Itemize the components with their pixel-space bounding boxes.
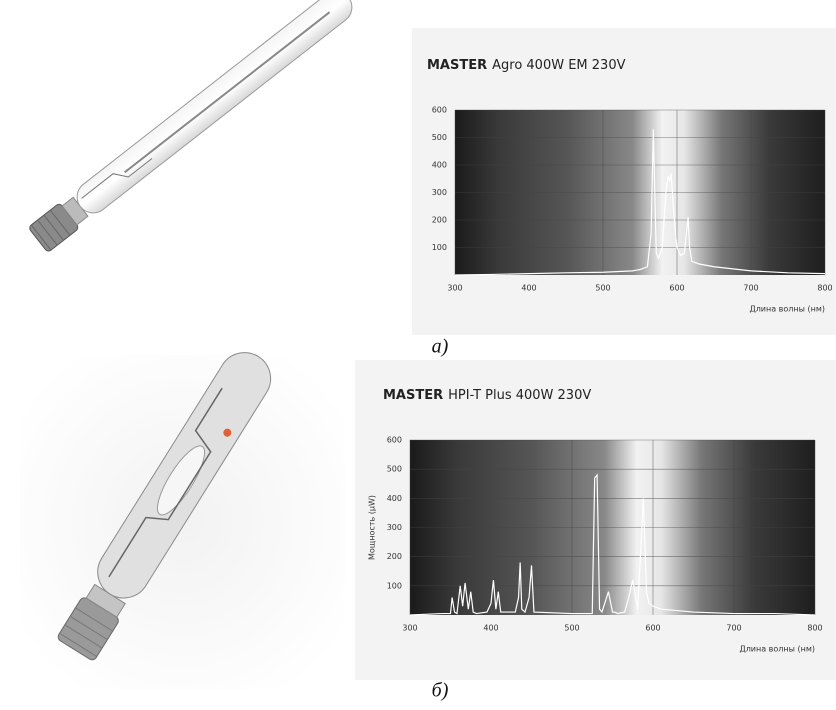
x-tick-label: 400 bbox=[521, 284, 536, 293]
x-tick-label: 700 bbox=[726, 624, 741, 633]
y-tick-label: 400 bbox=[387, 494, 402, 503]
y-tick-label: 300 bbox=[387, 523, 402, 532]
y-tick-label: 300 bbox=[432, 188, 447, 197]
chart-title-brand: MASTER bbox=[427, 58, 487, 73]
y-tick-label: 200 bbox=[432, 216, 447, 225]
x-tick-label: 600 bbox=[669, 284, 684, 293]
x-tick-label: 700 bbox=[743, 284, 758, 293]
chart-title: MASTER HPI-T Plus 400W 230V bbox=[383, 388, 591, 403]
y-tick-label: 500 bbox=[387, 465, 402, 474]
y-axis-label: Мощность (μW) bbox=[368, 495, 377, 560]
x-tick-label: 800 bbox=[817, 284, 832, 293]
y-tick-label: 100 bbox=[432, 243, 447, 252]
y-tick-label: 600 bbox=[387, 436, 402, 445]
x-tick-label: 500 bbox=[564, 624, 579, 633]
chart-title-brand: MASTER bbox=[383, 388, 443, 403]
x-tick-label: 400 bbox=[483, 624, 498, 633]
y-tick-label: 500 bbox=[432, 133, 447, 142]
x-tick-label: 300 bbox=[447, 284, 462, 293]
x-axis-label: Длина волны (нм) bbox=[749, 305, 825, 314]
figure-caption: б) bbox=[432, 680, 449, 702]
figure-caption: а) bbox=[432, 336, 449, 358]
chart-title: MASTER Agro 400W EM 230V bbox=[427, 58, 626, 73]
lamp-photo bbox=[28, 0, 358, 253]
x-tick-label: 800 bbox=[807, 624, 822, 633]
y-tick-label: 600 bbox=[432, 106, 447, 115]
y-tick-label: 200 bbox=[387, 552, 402, 561]
chart-title-text: HPI-T Plus 400W 230V bbox=[448, 388, 591, 403]
x-axis-label: Длина волны (нм) bbox=[739, 645, 815, 654]
chart-title-text: Agro 400W EM 230V bbox=[492, 58, 625, 73]
y-tick-label: 400 bbox=[432, 161, 447, 170]
y-tick-label: 100 bbox=[387, 581, 402, 590]
x-tick-label: 300 bbox=[402, 624, 417, 633]
x-tick-label: 600 bbox=[645, 624, 660, 633]
x-tick-label: 500 bbox=[595, 284, 610, 293]
figure: MASTER Agro 400W EM 230V 100 200 300 400 500 60… bbox=[0, 0, 836, 710]
